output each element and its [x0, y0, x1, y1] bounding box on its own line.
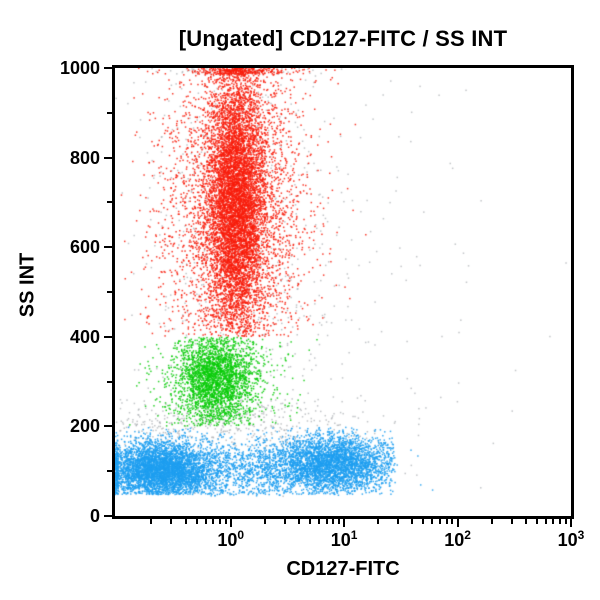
- x-tick-label: 100: [217, 528, 245, 550]
- x-minor-tick: [377, 519, 380, 524]
- x-minor-tick: [212, 519, 215, 524]
- x-minor-tick: [218, 519, 221, 524]
- x-minor-tick: [510, 519, 513, 524]
- x-minor-tick: [431, 519, 434, 524]
- y-major-tick: [104, 425, 112, 428]
- y-tick-label: 0: [89, 506, 100, 526]
- y-axis-label: SS INT: [16, 252, 39, 318]
- x-tick-label: 101: [330, 528, 358, 550]
- y-major-tick: [104, 335, 112, 338]
- x-minor-tick: [317, 519, 320, 524]
- x-major-tick: [343, 519, 346, 527]
- scatter-canvas: [115, 68, 571, 516]
- x-minor-tick: [490, 519, 493, 524]
- y-major-tick: [104, 246, 112, 249]
- y-tick-label: 800: [69, 147, 100, 168]
- y-tick-label: 600: [69, 237, 100, 258]
- x-minor-tick: [325, 519, 328, 524]
- y-major-tick: [104, 515, 112, 517]
- x-minor-tick: [564, 519, 567, 524]
- y-tick-label: 200: [69, 416, 100, 437]
- x-tick-label: 102: [444, 528, 471, 550]
- x-minor-tick: [438, 519, 441, 524]
- x-minor-tick: [308, 519, 311, 524]
- y-tick-label: 400: [69, 326, 100, 347]
- x-major-tick: [456, 519, 459, 527]
- y-minor-tick: [107, 470, 112, 473]
- x-minor-tick: [552, 519, 555, 524]
- y-minor-tick: [107, 291, 112, 293]
- x-minor-tick: [224, 519, 227, 524]
- x-tick-label: 103: [557, 528, 585, 550]
- y-minor-tick: [107, 111, 112, 114]
- x-minor-tick: [150, 519, 153, 524]
- x-minor-tick: [445, 519, 448, 524]
- y-tick-label: 1000: [59, 58, 100, 78]
- x-minor-tick: [263, 519, 266, 524]
- x-minor-tick: [332, 519, 335, 524]
- x-minor-tick: [535, 519, 538, 524]
- x-minor-tick: [297, 519, 300, 524]
- plot-title: [Ungated] CD127-FITC / SS INT: [178, 26, 508, 51]
- y-major-tick: [104, 67, 112, 69]
- x-axis-label: CD127-FITC: [286, 558, 400, 580]
- x-minor-tick: [422, 519, 425, 524]
- x-minor-tick: [524, 519, 527, 524]
- x-major-tick: [570, 519, 572, 527]
- x-minor-tick: [195, 519, 198, 524]
- x-minor-tick: [544, 519, 547, 524]
- y-minor-tick: [107, 201, 112, 204]
- y-major-tick: [104, 156, 112, 159]
- x-minor-tick: [337, 519, 340, 524]
- x-minor-tick: [397, 519, 400, 524]
- x-minor-tick: [559, 519, 561, 524]
- x-major-tick: [229, 519, 232, 527]
- y-minor-tick: [107, 380, 112, 383]
- x-minor-tick: [204, 519, 207, 524]
- x-minor-tick: [411, 519, 414, 524]
- x-minor-tick: [184, 519, 187, 524]
- x-minor-tick: [170, 519, 173, 524]
- x-minor-tick: [283, 519, 286, 524]
- x-minor-tick: [451, 519, 454, 524]
